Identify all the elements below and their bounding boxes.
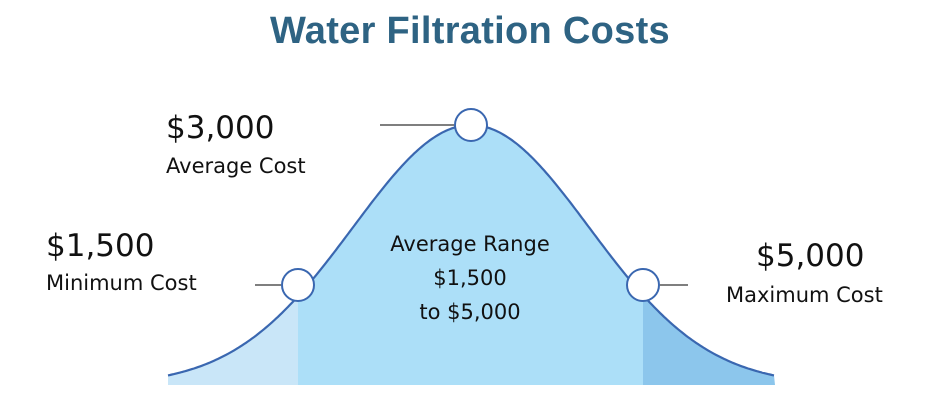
average-cost-value: $3,000 (166, 110, 275, 146)
minimum-cost-value: $1,500 (46, 228, 155, 264)
maximum-cost-label: Maximum Cost (726, 283, 883, 307)
maximum-marker (626, 268, 660, 302)
average-range-line-3: to $5,000 (419, 300, 521, 324)
average-range-text: Average Range $1,500 to $5,000 (360, 227, 580, 329)
average-range-line-1: Average Range (390, 232, 550, 256)
minimum-marker (281, 268, 315, 302)
average-cost-label: Average Cost (166, 154, 306, 178)
chart-title: Water Filtration Costs (270, 10, 670, 52)
area-average-range (298, 125, 643, 385)
maximum-cost-value: $5,000 (756, 238, 865, 274)
minimum-cost-label: Minimum Cost (46, 271, 197, 295)
area-above-maximum (643, 295, 775, 385)
average-marker (454, 108, 488, 142)
area-below-minimum (168, 296, 298, 385)
average-range-line-2: $1,500 (433, 266, 507, 290)
